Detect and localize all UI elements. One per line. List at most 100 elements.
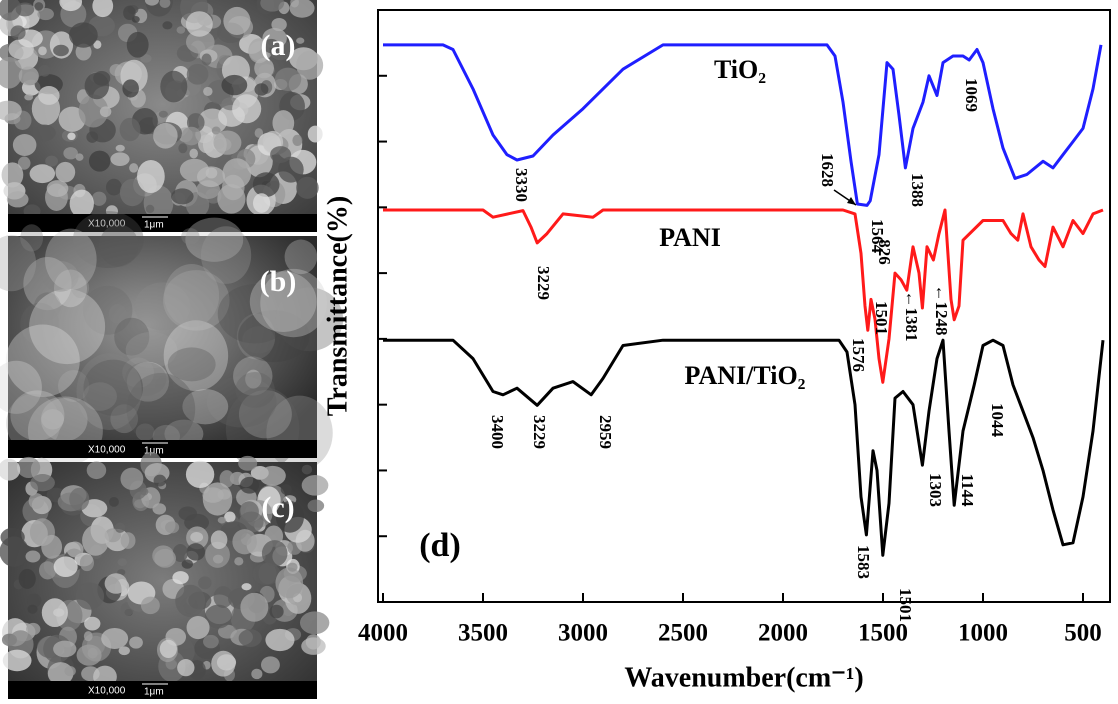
x-tick-label: 4000 [358, 620, 408, 647]
texture [240, 593, 268, 622]
panel-label: (a) [261, 29, 296, 62]
texture [177, 659, 194, 676]
texture [235, 372, 275, 408]
texture [300, 611, 329, 634]
texture [6, 325, 80, 398]
texture [187, 543, 206, 561]
texture [84, 617, 100, 631]
texture [175, 585, 205, 617]
peak-label: 1144 [958, 473, 977, 507]
y-axis-label: Transmittance(%) [322, 196, 353, 416]
texture [296, 177, 319, 199]
texture [109, 497, 119, 507]
texture [69, 488, 89, 511]
texture [93, 71, 110, 86]
texture [120, 468, 143, 490]
peak-label: 1501 [872, 301, 891, 335]
texture [76, 582, 104, 609]
series-label: TiO₂ [714, 55, 766, 84]
texture [120, 118, 141, 141]
peak-label: 3400 [488, 415, 507, 449]
texture [45, 229, 97, 290]
texture [2, 162, 24, 187]
series-label: PANI [659, 223, 721, 252]
texture [302, 475, 329, 496]
x-axis-label: Wavenumber(cm⁻¹) [624, 662, 863, 693]
texture [186, 11, 213, 37]
texture [251, 669, 262, 679]
texture [259, 466, 285, 486]
texture [240, 501, 259, 522]
texture [162, 21, 172, 29]
peak-label: 1069 [962, 78, 981, 112]
x-tick-label: 2000 [758, 620, 808, 647]
texture [181, 228, 199, 244]
texture [241, 583, 251, 590]
texture [308, 126, 323, 143]
texture [179, 507, 197, 521]
texture [186, 461, 214, 488]
texture [105, 573, 128, 593]
texture [189, 149, 198, 159]
texture [265, 629, 294, 651]
peak-label: 2959 [596, 415, 615, 449]
texture [38, 86, 59, 105]
texture [287, 563, 297, 572]
texture [222, 158, 251, 188]
x-tick-label: 2500 [658, 620, 708, 647]
texture [20, 224, 43, 251]
texture [164, 264, 219, 327]
texture [217, 184, 245, 213]
texture [41, 535, 62, 559]
peak-label: 1501 [896, 588, 915, 622]
texture [38, 46, 47, 55]
texture [146, 205, 154, 213]
texture [26, 551, 41, 563]
texture [296, 38, 304, 44]
texture [308, 500, 325, 513]
texture [232, 529, 257, 554]
texture [123, 6, 136, 20]
texture [53, 45, 69, 56]
texture [198, 576, 211, 589]
peak-label: 3229 [530, 415, 549, 449]
texture [7, 191, 29, 207]
texture [154, 475, 167, 487]
texture [203, 482, 233, 515]
texture [301, 637, 325, 655]
peak-label: ←1248 [932, 285, 951, 336]
panel-label: (d) [419, 527, 461, 564]
ftir-chart: 4000350030002500200015001000500Wavenumbe… [322, 10, 1110, 693]
texture [87, 461, 107, 479]
texture [153, 123, 178, 149]
texture [129, 163, 138, 172]
texture [270, 146, 291, 163]
texture [30, 164, 55, 183]
peak-label: ←1381 [902, 291, 921, 342]
texture [218, 517, 226, 524]
texture [106, 179, 122, 196]
texture [275, 68, 301, 91]
texture [47, 180, 69, 197]
peak-label: 826 [875, 239, 894, 265]
texture [171, 188, 194, 204]
texture [292, 135, 302, 146]
peak-label: 1388 [908, 173, 927, 207]
magnification: X10,000 [88, 686, 126, 697]
peak-label: 1628 [818, 153, 837, 187]
texture [160, 640, 177, 658]
texture [129, 637, 143, 649]
texture [221, 75, 247, 95]
arrow-head [847, 197, 856, 205]
panel-label: (c) [261, 491, 294, 524]
x-tick-label: 3000 [558, 620, 608, 647]
texture [117, 558, 127, 566]
plot-frame [378, 10, 1110, 602]
texture [84, 631, 93, 641]
texture [82, 525, 109, 556]
texture [55, 162, 75, 183]
texture [269, 605, 283, 619]
texture [203, 635, 219, 648]
texture [203, 87, 212, 96]
texture [100, 106, 111, 117]
